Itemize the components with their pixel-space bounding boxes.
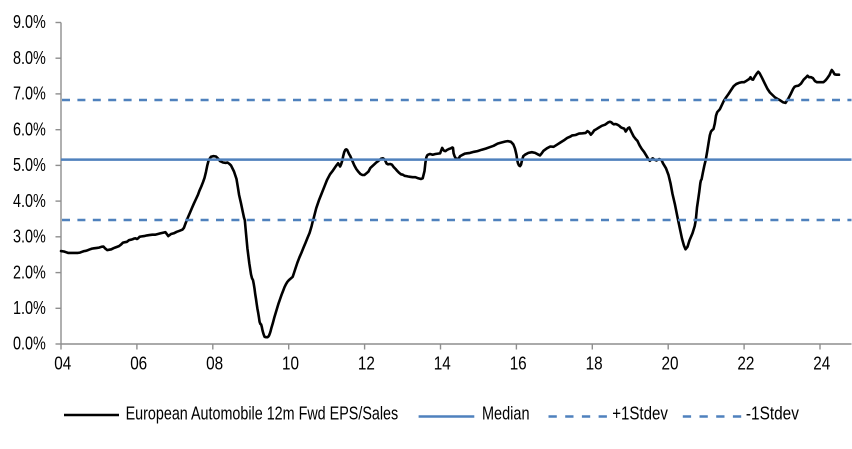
svg-text:8.0%: 8.0% bbox=[13, 48, 46, 68]
svg-text:14: 14 bbox=[434, 354, 451, 374]
svg-text:24: 24 bbox=[813, 354, 830, 374]
svg-text:22: 22 bbox=[737, 354, 754, 374]
svg-text:0.0%: 0.0% bbox=[13, 334, 46, 354]
svg-text:1.0%: 1.0% bbox=[13, 298, 46, 318]
svg-text:3.0%: 3.0% bbox=[13, 227, 46, 247]
svg-text:16: 16 bbox=[510, 354, 527, 374]
svg-text:10: 10 bbox=[282, 354, 299, 374]
svg-text:+1Stdev: +1Stdev bbox=[612, 404, 668, 424]
svg-text:9.0%: 9.0% bbox=[13, 12, 46, 32]
svg-text:20: 20 bbox=[662, 354, 679, 374]
svg-text:06: 06 bbox=[130, 354, 147, 374]
svg-text:7.0%: 7.0% bbox=[13, 84, 46, 104]
svg-text:04: 04 bbox=[54, 354, 71, 374]
svg-text:18: 18 bbox=[586, 354, 603, 374]
svg-text:5.0%: 5.0% bbox=[13, 155, 46, 175]
svg-text:Median: Median bbox=[482, 404, 530, 424]
svg-text:4.0%: 4.0% bbox=[13, 191, 46, 211]
svg-text:2.0%: 2.0% bbox=[13, 262, 46, 282]
svg-text:08: 08 bbox=[206, 354, 223, 374]
svg-text:12: 12 bbox=[358, 354, 375, 374]
svg-text:6.0%: 6.0% bbox=[13, 119, 46, 139]
svg-text:-1Stdev: -1Stdev bbox=[746, 404, 799, 424]
svg-text:European Automobile 12m Fwd EP: European Automobile 12m Fwd EPS/Sales bbox=[126, 404, 399, 424]
